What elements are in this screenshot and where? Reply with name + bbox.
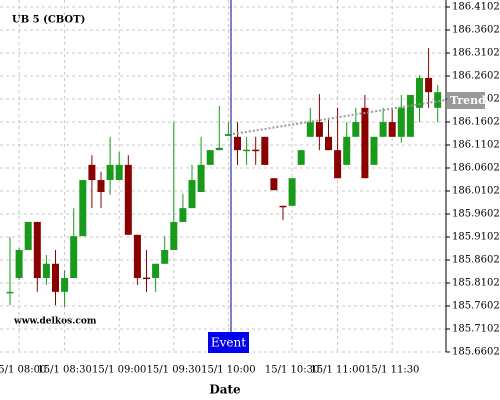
candle-body <box>425 77 433 93</box>
y-tick-label: 186.4102 <box>452 2 500 13</box>
y-tick-label: 186.0102 <box>452 186 500 197</box>
candle-body <box>124 164 132 235</box>
trend-label: Trend <box>450 94 486 107</box>
event-box <box>208 332 249 353</box>
candle-body <box>315 122 323 137</box>
event-label: Event <box>211 336 246 350</box>
candle-body <box>61 278 69 292</box>
candle-body <box>70 236 78 279</box>
candle-body <box>352 122 360 137</box>
candle-body <box>379 122 387 137</box>
candle-body <box>343 136 351 165</box>
candle-body <box>88 164 96 181</box>
candle-body <box>33 221 41 279</box>
y-tick-label: 186.0602 <box>452 163 500 174</box>
y-tick-label: 186.1602 <box>452 117 500 128</box>
y-tick-label: 185.8102 <box>452 278 500 289</box>
candle-body <box>406 94 414 137</box>
y-tick-label: 185.8602 <box>452 255 500 266</box>
trend-box <box>447 92 485 110</box>
candle-body <box>115 164 123 181</box>
candle-body <box>234 136 241 151</box>
trend-line <box>232 99 447 136</box>
x-tick-label: 15/1 10:00 <box>201 365 255 376</box>
candle-body <box>370 136 378 165</box>
candle-body <box>161 249 169 264</box>
y-tick-label: 185.9602 <box>452 209 500 220</box>
y-tick-label: 185.6602 <box>452 347 500 358</box>
candle-body <box>224 134 232 136</box>
y-tick-label: 185.7602 <box>452 301 500 312</box>
candle-body <box>6 291 14 294</box>
candle-body <box>52 263 59 292</box>
x-tick-label: 15/1 10:30 <box>265 365 319 376</box>
x-tick-label: 15/1 08:30 <box>37 365 91 376</box>
candle-body <box>152 263 160 279</box>
y-tick-label: 186.3102 <box>452 48 500 59</box>
candle-body <box>97 180 105 193</box>
x-tick-label: 15/1 11:00 <box>310 365 364 376</box>
candle-body <box>42 263 50 279</box>
x-axis-label: Date <box>209 383 241 397</box>
candle-body <box>416 77 423 108</box>
y-tick-label: 185.7102 <box>452 324 500 335</box>
candle-body <box>434 92 442 108</box>
candle-body <box>325 136 332 151</box>
chart-title: UB 5 (CBOT) <box>12 15 85 26</box>
candle-body <box>79 180 87 237</box>
y-tick-label: 185.9102 <box>452 232 500 243</box>
candle-body <box>297 150 305 165</box>
candle-body <box>306 122 314 137</box>
candle-body <box>261 136 269 165</box>
candle-body <box>361 107 369 179</box>
candle-body <box>252 149 260 152</box>
candle-body <box>15 249 23 279</box>
candle-body <box>279 205 287 208</box>
candle-body <box>133 234 141 279</box>
candle-body <box>197 164 205 193</box>
watermark: www.delkos.com <box>13 317 97 327</box>
candle-body <box>170 221 178 250</box>
x-tick-label: 15/1 09:00 <box>92 365 146 376</box>
x-tick-label: 15/1 09:30 <box>147 365 201 376</box>
candle-body <box>206 150 214 165</box>
candle-body <box>388 122 396 137</box>
x-tick-label: 15/1 08:00 <box>0 365 46 376</box>
candle-body <box>179 208 187 222</box>
x-tick-label: 15/1 11:30 <box>365 365 419 376</box>
candle-body <box>334 150 342 179</box>
candle-body <box>270 178 278 191</box>
candle-body <box>188 180 196 209</box>
y-tick-label: 186.3602 <box>452 25 500 36</box>
y-tick-label: 186.1102 <box>452 140 500 151</box>
candle-body <box>24 221 32 250</box>
candle-body <box>143 277 150 280</box>
candle-body <box>243 149 251 152</box>
candle-body <box>215 147 223 151</box>
candle-body <box>288 178 296 206</box>
candle-body <box>397 107 405 137</box>
candle-body <box>106 164 114 181</box>
y-tick-label: 186.2602 <box>452 71 500 82</box>
